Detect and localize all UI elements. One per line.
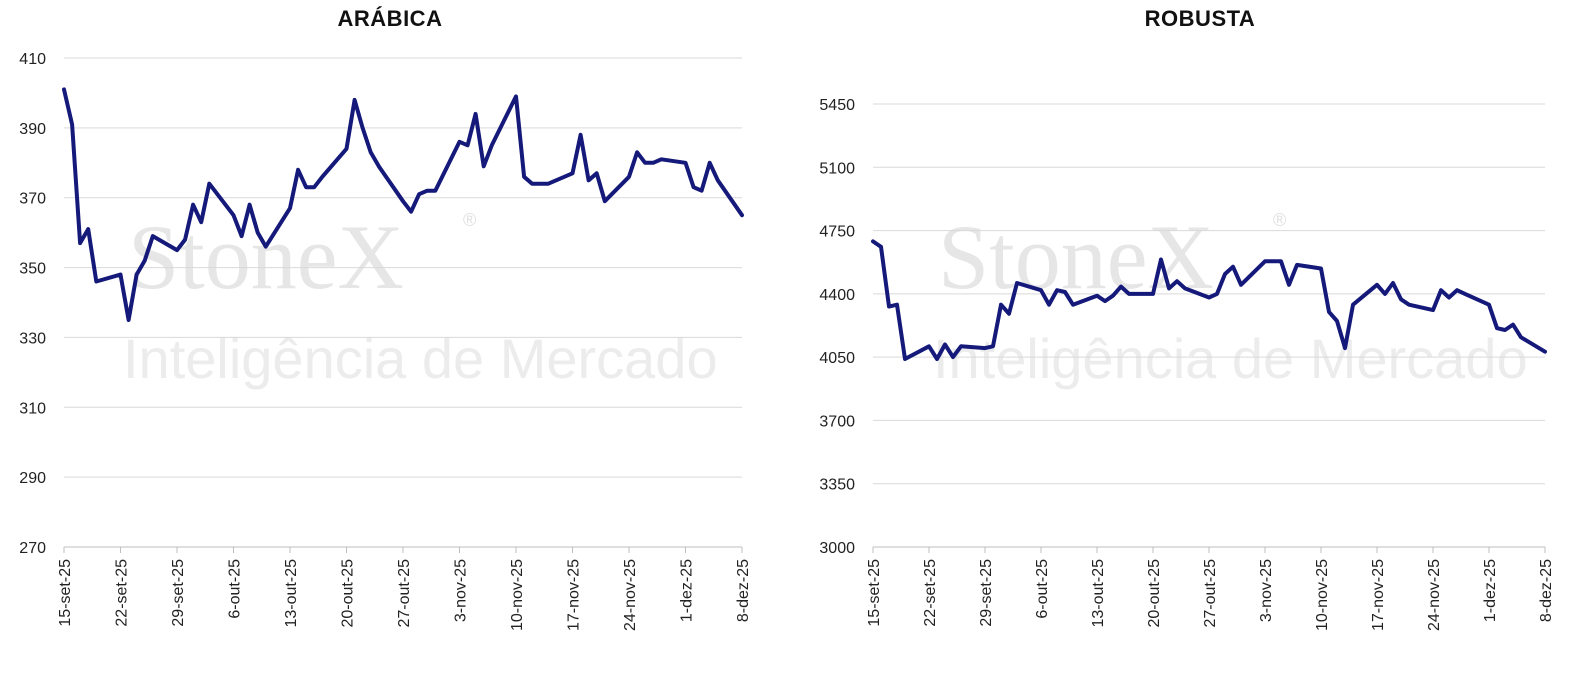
x-tick-label: 15-set-25 <box>866 559 883 627</box>
watermark: StoneX ® Inteligência de Mercado <box>123 206 718 390</box>
y-tick-label: 270 <box>19 540 46 557</box>
x-tick-label: 10-nov-25 <box>1314 559 1331 631</box>
x-tick-label: 24-nov-25 <box>1426 559 1443 631</box>
y-tick-label: 390 <box>19 121 46 138</box>
robusta-chart-panel: ROBUSTA StoneX ® Inteligência de Mercado 54… <box>810 0 1590 676</box>
chart-title: ARÁBICA <box>337 6 443 31</box>
watermark-tagline: Inteligência de Mercado <box>933 327 1528 390</box>
x-tick-label: 20-out-25 <box>1146 559 1163 628</box>
robusta-chart: StoneX ® Inteligência de Mercado 5450 5100 47… <box>819 97 1555 631</box>
x-tick-label: 17-nov-25 <box>1370 559 1387 631</box>
x-tick-label: 8-dez-25 <box>735 559 752 622</box>
series-line <box>871 239 1547 361</box>
x-tick-label: 1-dez-25 <box>1482 559 1499 622</box>
watermark: StoneX ® Inteligência de Mercado <box>933 206 1528 390</box>
x-tick-label: 17-nov-25 <box>566 559 583 631</box>
x-tick-label: 29-set-25 <box>170 559 187 627</box>
watermark-tagline: Inteligência de Mercado <box>123 327 718 390</box>
x-tick-label: 20-out-25 <box>340 559 357 628</box>
x-tick-label: 15-set-25 <box>57 559 74 627</box>
x-tick-label: 13-out-25 <box>283 559 300 628</box>
watermark-brand: StoneX <box>938 206 1214 308</box>
watermark-registered: ® <box>1273 210 1286 230</box>
x-tick-label: 8-dez-25 <box>1538 559 1555 622</box>
x-tick-label: 6-out-25 <box>227 559 244 619</box>
x-tick-label: 22-set-25 <box>922 559 939 627</box>
x-tick-label: 3-nov-25 <box>1258 559 1275 622</box>
watermark-brand: StoneX <box>128 206 404 308</box>
y-tick-label: 290 <box>19 470 46 487</box>
y-tick-label: 5450 <box>819 97 855 114</box>
x-tick-label: 29-set-25 <box>978 559 995 627</box>
x-tick-label: 13-out-25 <box>1090 559 1107 628</box>
y-tick-label: 4050 <box>819 350 855 367</box>
x-tick-label: 1-dez-25 <box>679 559 696 622</box>
watermark-registered: ® <box>463 210 476 230</box>
chart-title: ROBUSTA <box>1144 6 1256 31</box>
y-tick-label: 410 <box>19 51 46 68</box>
x-tick-label: 27-out-25 <box>1202 559 1219 628</box>
x-tick-label: 3-nov-25 <box>453 559 470 622</box>
y-tick-label: 4750 <box>819 224 855 241</box>
series-line <box>62 87 744 322</box>
y-tick-label: 3700 <box>819 413 855 430</box>
y-tick-label: 4400 <box>819 287 855 304</box>
arabica-chart: StoneX ® Inteligência de Mercado 410 390 370 3… <box>19 51 752 631</box>
x-tick-label: 22-set-25 <box>114 559 131 627</box>
arabica-chart-panel: ARÁBICA StoneX ® Inteligência de Mercado 41… <box>0 0 780 676</box>
y-tick-label: 330 <box>19 330 46 347</box>
x-tick-label: 6-out-25 <box>1034 559 1051 619</box>
y-tick-label: 5100 <box>819 160 855 177</box>
x-tick-label: 27-out-25 <box>396 559 413 628</box>
y-tick-label: 350 <box>19 261 46 278</box>
y-tick-label: 3000 <box>819 540 855 557</box>
x-tick-label: 24-nov-25 <box>622 559 639 631</box>
y-tick-label: 3350 <box>819 477 855 494</box>
x-tick-label: 10-nov-25 <box>509 559 526 631</box>
y-tick-label: 370 <box>19 191 46 208</box>
y-tick-label: 310 <box>19 400 46 417</box>
